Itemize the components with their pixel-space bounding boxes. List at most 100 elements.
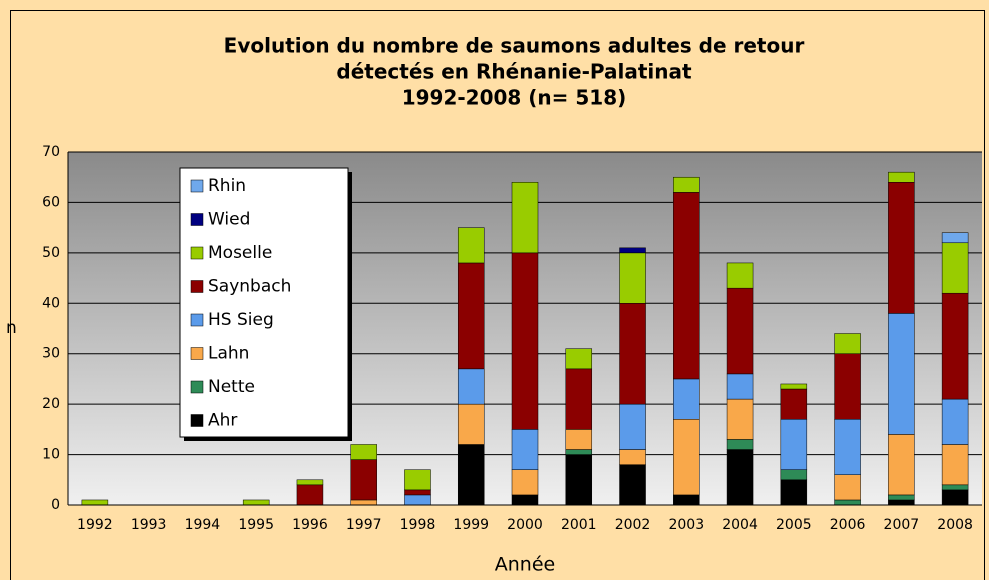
chart-title: détectés en Rhénanie-Palatinat (336, 60, 692, 84)
legend (179, 167, 349, 438)
legend-label: Moselle (208, 243, 272, 263)
x-tick-label: 2005 (776, 517, 812, 533)
y-tick-label: 60 (42, 194, 60, 210)
x-tick-label: 2001 (561, 517, 597, 533)
bar-segment (350, 444, 377, 460)
bar-segment (941, 398, 969, 445)
legend-swatch (190, 380, 204, 394)
legend-label: Ahr (208, 411, 237, 431)
bar-segment (457, 444, 485, 506)
y-tick-label: 30 (42, 346, 60, 362)
bar-segment (511, 252, 539, 430)
x-tick-label: 2007 (884, 517, 920, 533)
x-tick-label: 1998 (400, 517, 436, 533)
x-tick-label: 1997 (346, 517, 382, 533)
bar-segment (726, 449, 754, 506)
y-tick-label: 70 (42, 144, 60, 160)
x-tick-label: 1995 (238, 517, 274, 533)
bar-segment (673, 494, 700, 506)
bar-segment (726, 287, 754, 375)
bar-segment (404, 469, 431, 491)
bar-segment (350, 499, 377, 506)
bar-segment (941, 242, 969, 294)
bar-segment (726, 373, 754, 400)
bar-segment (404, 494, 431, 506)
bar-segment (565, 429, 593, 450)
y-tick-label: 10 (42, 447, 60, 463)
bar-segment (81, 499, 109, 506)
legend-label: Wied (208, 210, 250, 230)
bar-segment (673, 192, 700, 380)
bar-segment (511, 494, 539, 506)
y-tick-label: 20 (42, 396, 60, 412)
bar-segment (941, 444, 969, 486)
bar-segment (565, 454, 593, 506)
bar-segment (888, 494, 915, 501)
bar-segment (726, 398, 754, 440)
bar-segment (673, 378, 700, 420)
bar-segment (619, 247, 646, 254)
y-tick-label: 0 (51, 497, 60, 513)
x-tick-label: 2003 (668, 517, 704, 533)
bar-segment (780, 469, 808, 481)
bar-segment (941, 489, 969, 506)
bar-segment (780, 479, 808, 506)
bar-segment (834, 474, 861, 501)
x-tick-label: 2004 (722, 517, 758, 533)
y-axis-label: n (6, 318, 17, 338)
x-tick-label: 2002 (615, 517, 651, 533)
bar-segment (457, 262, 485, 370)
bar-segment (565, 368, 593, 430)
bar-segment (780, 388, 808, 420)
bar-segment (941, 292, 969, 400)
x-tick-label: 2000 (507, 517, 543, 533)
bar-segment (888, 171, 915, 183)
bar-segment (888, 313, 915, 435)
bar-segment (565, 348, 593, 370)
bar-segment (457, 403, 485, 445)
bar-segment (457, 227, 485, 264)
x-tick-label: 1996 (292, 517, 328, 533)
bar-segment (296, 479, 324, 486)
bar-segment (511, 429, 539, 470)
x-tick-label: 1994 (185, 517, 221, 533)
chart-border (10, 10, 985, 584)
x-tick-label: 1992 (77, 517, 113, 533)
bar-segment (834, 419, 861, 475)
bar-segment (565, 449, 593, 455)
legend-swatch (190, 280, 204, 293)
bar-segment (834, 499, 861, 506)
legend-swatch (190, 414, 204, 427)
y-tick-label: 40 (42, 295, 60, 311)
legend-label: Nette (208, 377, 255, 397)
bar-segment (941, 484, 969, 491)
legend-swatch (190, 246, 204, 260)
bar-segment (619, 252, 646, 304)
legend-swatch (190, 313, 204, 327)
bar-segment (511, 469, 539, 496)
bar-segment (350, 459, 377, 501)
bar-segment (673, 176, 700, 193)
bar-segment (941, 232, 969, 244)
bar-segment (780, 419, 808, 470)
bar-segment (619, 449, 646, 465)
bar-segment (726, 262, 754, 289)
bar-segment (619, 303, 646, 405)
bar-segment (888, 434, 915, 496)
chart-title: Evolution du nombre de saumons adultes d… (224, 34, 805, 58)
legend-label: Rhin (208, 176, 246, 196)
bar-segment (296, 484, 324, 506)
legend-swatch (190, 213, 204, 226)
bar-segment (404, 489, 431, 496)
bar-segment (834, 333, 861, 354)
x-tick-label: 2006 (830, 517, 866, 533)
x-tick-label: 1993 (131, 517, 167, 533)
legend-label: Saynbach (208, 277, 291, 297)
bar-segment (457, 368, 485, 405)
x-tick-label: 2008 (937, 517, 973, 533)
bar-segment (619, 464, 646, 506)
legend-swatch (190, 179, 204, 193)
chart-title: 1992-2008 (n= 518) (402, 86, 627, 110)
bar-segment (619, 403, 646, 450)
